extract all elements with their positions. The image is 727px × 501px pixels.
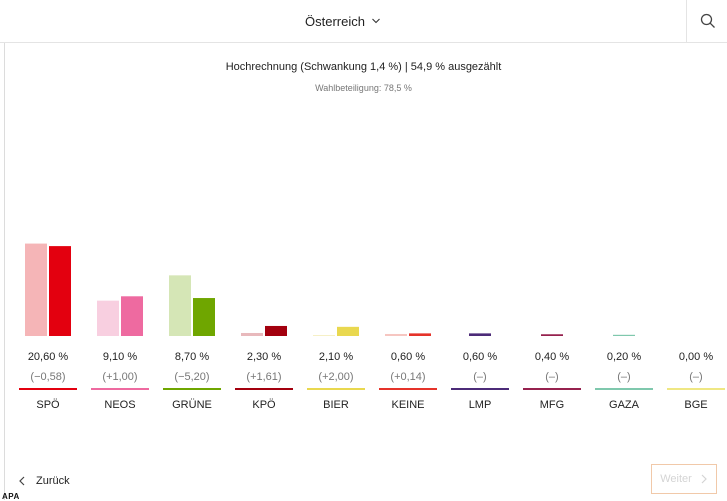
change-label-1: (+1,00): [102, 371, 137, 383]
party-underline-9: [667, 388, 725, 390]
value-label-9: 0,00 %: [679, 351, 713, 363]
category-label-4: BIER: [323, 399, 349, 411]
category-label-3: KPÖ: [252, 399, 276, 411]
bar-current-2: [193, 298, 215, 336]
change-label-9: (–): [689, 371, 702, 383]
change-label-6: (–): [473, 371, 486, 383]
bar-previous-3: [241, 332, 263, 336]
bar-previous-1: [97, 300, 119, 336]
search-button[interactable]: [686, 0, 727, 42]
chevron-left-icon: [19, 476, 25, 486]
top-bar: Österreich: [0, 0, 727, 43]
next-button[interactable]: Weiter: [651, 464, 717, 494]
bar-current-5: [409, 333, 431, 336]
bar-current-7: [541, 334, 563, 336]
party-underline-5: [379, 388, 437, 390]
category-label-1: NEOS: [104, 399, 135, 411]
bar-current-1: [121, 296, 143, 336]
next-label: Weiter: [660, 473, 692, 485]
change-label-8: (–): [617, 371, 630, 383]
results-chart: 20,60 % (−0,58) SPÖ 9,10 % (+1,00) NEOS 8,70 %…: [19, 243, 725, 411]
party-underline-3: [235, 388, 293, 390]
category-label-2: GRÜNE: [172, 399, 212, 411]
value-label-0: 20,60 %: [28, 351, 69, 363]
party-underline-2: [163, 388, 221, 390]
category-label-7: MFG: [540, 399, 564, 411]
bar-current-3: [265, 325, 287, 336]
value-label-3: 2,30 %: [247, 351, 281, 363]
change-label-0: (−0,58): [30, 371, 65, 383]
party-underline-7: [523, 388, 581, 390]
party-underline-8: [595, 388, 653, 390]
back-button[interactable]: Zurück: [18, 472, 70, 490]
search-icon: [700, 13, 715, 28]
category-label-9: BGE: [684, 399, 707, 411]
category-label-0: SPÖ: [36, 399, 60, 411]
category-label-6: LMP: [469, 399, 492, 411]
party-underline-4: [307, 388, 365, 390]
change-label-2: (−5,20): [174, 371, 209, 383]
back-label: Zurück: [36, 475, 70, 487]
bar-current-4: [337, 326, 359, 336]
region-selector[interactable]: Österreich: [0, 0, 686, 42]
left-divider: [4, 43, 5, 500]
bar-current-6: [469, 333, 491, 336]
party-underline-1: [91, 388, 149, 390]
apa-logo: APA: [2, 492, 20, 501]
bar-previous-2: [169, 275, 191, 336]
chevron-down-icon: [372, 18, 380, 24]
bar-current-0: [49, 246, 71, 336]
change-label-4: (+2,00): [318, 371, 353, 383]
chart-subtitle: Wahlbeteiligung: 78,5 %: [315, 83, 412, 93]
value-label-5: 0,60 %: [391, 351, 425, 363]
chart-title: Hochrechnung (Schwankung 1,4 %) | 54,9 %…: [225, 61, 502, 73]
value-label-8: 0,20 %: [607, 351, 641, 363]
value-label-2: 8,70 %: [175, 351, 209, 363]
value-label-6: 0,60 %: [463, 351, 497, 363]
bar-current-8: [613, 334, 635, 336]
bar-previous-0: [25, 243, 47, 336]
party-underline-0: [19, 388, 77, 390]
change-label-3: (+1,61): [246, 371, 281, 383]
chevron-right-icon: [701, 474, 707, 484]
value-label-1: 9,10 %: [103, 351, 137, 363]
category-label-8: GAZA: [609, 399, 640, 411]
party-underline-6: [451, 388, 509, 390]
change-label-7: (–): [545, 371, 558, 383]
value-label-4: 2,10 %: [319, 351, 353, 363]
bar-previous-4: [313, 335, 335, 336]
bar-previous-5: [385, 333, 407, 336]
category-label-5: KEINE: [391, 399, 424, 411]
change-label-5: (+0,14): [390, 371, 425, 383]
region-label: Österreich: [305, 13, 365, 29]
value-label-7: 0,40 %: [535, 351, 569, 363]
